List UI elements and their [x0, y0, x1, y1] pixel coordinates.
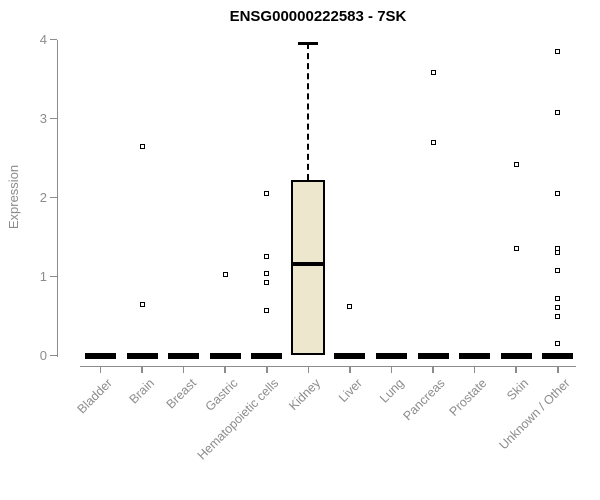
y-axis-line: [56, 39, 58, 357]
y-tick-mark: [49, 38, 57, 41]
zero-collapsed-box: [126, 352, 158, 359]
x-tick-mark: [224, 367, 226, 373]
outlier-point: [555, 48, 561, 54]
x-tick-mark: [390, 367, 393, 373]
chart-title: ENSG00000222583 - 7SK: [229, 8, 407, 25]
x-axis-category-label: Lung: [376, 376, 407, 406]
zero-collapsed-box: [168, 352, 200, 359]
zero-collapsed-box: [417, 352, 449, 359]
y-tick-label: 2: [39, 189, 47, 205]
outlier-point: [264, 280, 270, 286]
outlier-point: [555, 110, 561, 116]
y-tick-mark: [49, 117, 57, 120]
zero-collapsed-box: [375, 352, 407, 359]
outlier-point: [222, 272, 228, 278]
x-axis-category-label: Liver: [335, 376, 365, 406]
outlier-point: [430, 139, 436, 145]
outlier-point: [264, 270, 270, 276]
x-axis-category-label: Prostate: [446, 376, 490, 419]
outlier-point: [555, 267, 561, 273]
x-tick-mark: [473, 367, 476, 373]
x-tick-mark: [99, 367, 102, 373]
x-tick-mark: [266, 367, 268, 373]
x-axis-category-label: Breast: [163, 376, 199, 412]
x-tick-mark: [307, 367, 310, 373]
y-tick-mark: [49, 354, 57, 357]
y-tick-label: 3: [39, 110, 47, 126]
x-tick-mark: [557, 367, 559, 373]
outlier-point: [264, 254, 270, 260]
x-axis-category-label: Brain: [126, 376, 157, 407]
zero-collapsed-box: [500, 352, 532, 359]
outlier-point: [513, 245, 519, 251]
outlier-point: [555, 191, 561, 197]
x-axis-category-label: Pancreas: [400, 376, 448, 424]
x-axis-category-label: Hematopoietic cells: [195, 376, 282, 463]
x-tick-mark: [349, 367, 351, 373]
upper-whisker-cap: [298, 41, 319, 45]
zero-collapsed-box: [85, 352, 116, 359]
y-tick-label: 1: [39, 268, 47, 284]
x-axis-category-label: Gastric: [202, 376, 241, 414]
outlier-point: [430, 70, 436, 76]
x-axis-category-label: Skin: [504, 376, 532, 404]
y-tick-mark: [49, 275, 57, 278]
x-tick-mark: [182, 367, 185, 373]
y-tick-label: 4: [39, 31, 47, 47]
outlier-point: [513, 161, 519, 167]
outlier-point: [555, 296, 561, 302]
outlier-point: [555, 313, 561, 319]
outlier-point: [555, 245, 561, 251]
y-tick-mark: [49, 196, 57, 199]
x-axis-line: [80, 365, 576, 367]
zero-collapsed-box: [251, 352, 283, 359]
x-axis-category-label: Unknown / Other: [496, 376, 573, 453]
y-tick-label: 0: [39, 347, 47, 363]
x-tick-mark: [141, 367, 143, 373]
x-tick-mark: [432, 367, 434, 373]
box-iqr: [291, 180, 326, 356]
x-tick-mark: [515, 367, 517, 373]
zero-collapsed-box: [334, 352, 366, 359]
outlier-point: [555, 250, 561, 256]
outlier-point: [264, 191, 270, 197]
upper-whisker-line: [307, 43, 310, 181]
x-axis-category-label: Kidney: [286, 376, 324, 413]
outlier-point: [139, 143, 145, 149]
outlier-point: [555, 341, 561, 347]
zero-collapsed-box: [542, 352, 574, 359]
outlier-point: [347, 304, 353, 310]
outlier-point: [264, 307, 270, 313]
outlier-point: [139, 301, 145, 307]
median-line: [293, 261, 324, 266]
zero-collapsed-box: [209, 352, 241, 359]
zero-collapsed-box: [459, 352, 491, 359]
x-axis-category-label: Bladder: [75, 376, 116, 417]
outlier-point: [555, 304, 561, 310]
